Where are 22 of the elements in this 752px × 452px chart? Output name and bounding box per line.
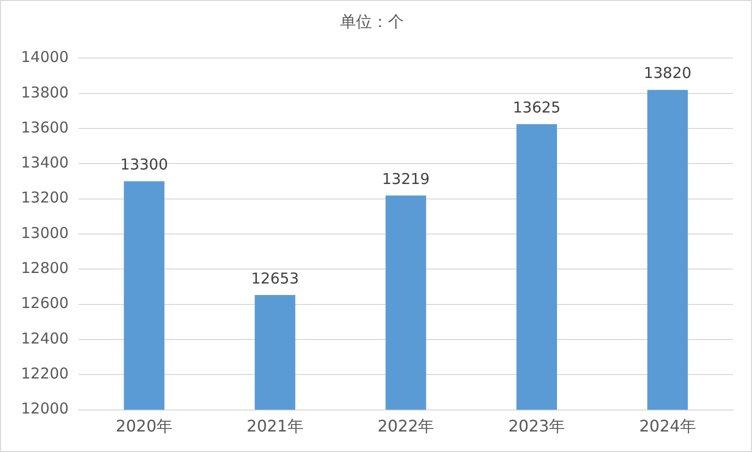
y-tick-label: 13000: [21, 224, 69, 242]
y-tick-label: 14000: [21, 48, 69, 66]
x-tick-label: 2021年: [246, 416, 304, 436]
y-tick-label: 13600: [21, 118, 69, 136]
y-tick-label: 13400: [21, 154, 69, 172]
x-tick-label: 2023年: [508, 416, 566, 436]
x-tick-label: 2020年: [116, 416, 173, 436]
y-tick-label: 12600: [21, 294, 69, 312]
y-tick-label: 12200: [21, 364, 69, 383]
data-label: 13820: [644, 64, 692, 82]
x-tick-label: 2022年: [378, 416, 434, 436]
data-label: 13300: [120, 156, 168, 174]
data-label: 13219: [382, 170, 430, 188]
y-tick-label: 12000: [21, 400, 69, 418]
y-tick-label: 12800: [21, 259, 69, 278]
chart-title: 单位：个: [340, 12, 404, 31]
x-tick-label: 2024年: [639, 416, 696, 436]
y-tick-label: 13800: [21, 83, 69, 102]
data-label: 13625: [512, 98, 561, 117]
data-label: 12653: [251, 269, 299, 288]
y-tick-label: 13200: [21, 188, 69, 207]
y-tick-label: 12400: [21, 329, 69, 348]
